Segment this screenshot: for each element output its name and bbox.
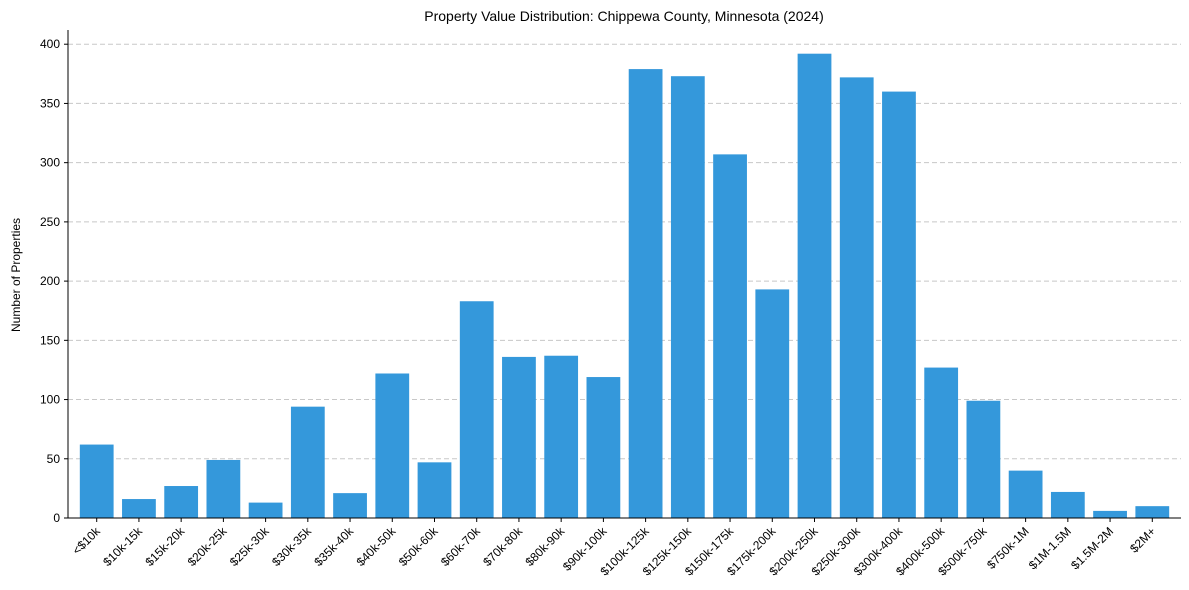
y-axis-label: Number of Properties: [9, 218, 23, 332]
y-tick-label: 0: [53, 511, 60, 525]
bar-10: [502, 356, 536, 518]
x-tick-label: $25k-30k: [227, 524, 273, 570]
x-tick-label: $30k-35k: [269, 524, 315, 570]
bar-17: [797, 53, 832, 518]
grid: [68, 43, 1181, 460]
x-tick-label: $10k-15k: [100, 524, 146, 570]
y-tick-label: 350: [40, 96, 60, 110]
bar-1: [122, 499, 156, 518]
x-tick-label: $70k-80k: [480, 524, 526, 570]
bar-12: [586, 377, 621, 518]
x-tick-label: <$10k: [70, 524, 104, 558]
bar-23: [1050, 491, 1085, 518]
y-tick-label: 100: [40, 393, 60, 407]
x-tick-label: $20k-25k: [185, 524, 231, 570]
x-tick-label: $2M+: [1127, 524, 1158, 555]
bar-6: [333, 493, 367, 518]
x-tick-label: $1M-1.5M: [1026, 524, 1074, 572]
bar-15: [713, 154, 747, 518]
y-tick-label: 150: [40, 333, 60, 347]
x-tick-label: $750k-1M: [984, 524, 1032, 572]
y-tick-label: 400: [40, 37, 60, 51]
x-tick-label: $1.5M-2M: [1068, 524, 1116, 572]
y-tick-label: 50: [47, 452, 61, 466]
bar-21: [966, 400, 1001, 518]
bar-20: [924, 367, 959, 518]
bar-16: [755, 289, 790, 518]
y-tick-label: 200: [40, 274, 60, 288]
bar-3: [206, 459, 241, 518]
x-tick-label: $50k-60k: [396, 524, 442, 570]
bar-8: [417, 462, 452, 518]
bar-5: [290, 406, 325, 518]
bars: [79, 53, 1170, 519]
bar-24: [1093, 510, 1127, 518]
bar-18: [839, 77, 874, 519]
bar-13: [628, 69, 663, 519]
x-tick-label: $15k-20k: [142, 524, 188, 570]
y-tick-label: 300: [40, 156, 60, 170]
x-tick-label: $60k-70k: [438, 524, 484, 570]
bar-19: [882, 91, 916, 519]
bar-25: [1135, 506, 1170, 518]
bar-22: [1008, 470, 1043, 518]
axes: [67, 30, 1181, 519]
y-tick-label: 250: [40, 215, 60, 229]
x-tick-label: $35k-40k: [311, 524, 357, 570]
chart-title: Property Value Distribution: Chippewa Co…: [424, 8, 823, 24]
bar-7: [375, 373, 410, 518]
bar-14: [670, 76, 705, 518]
bar-9: [459, 301, 494, 518]
bar-2: [164, 486, 199, 518]
x-tick-label: $40k-50k: [354, 524, 400, 570]
bar-4: [248, 502, 283, 518]
bar-0: [79, 444, 114, 518]
bar-11: [544, 355, 579, 518]
